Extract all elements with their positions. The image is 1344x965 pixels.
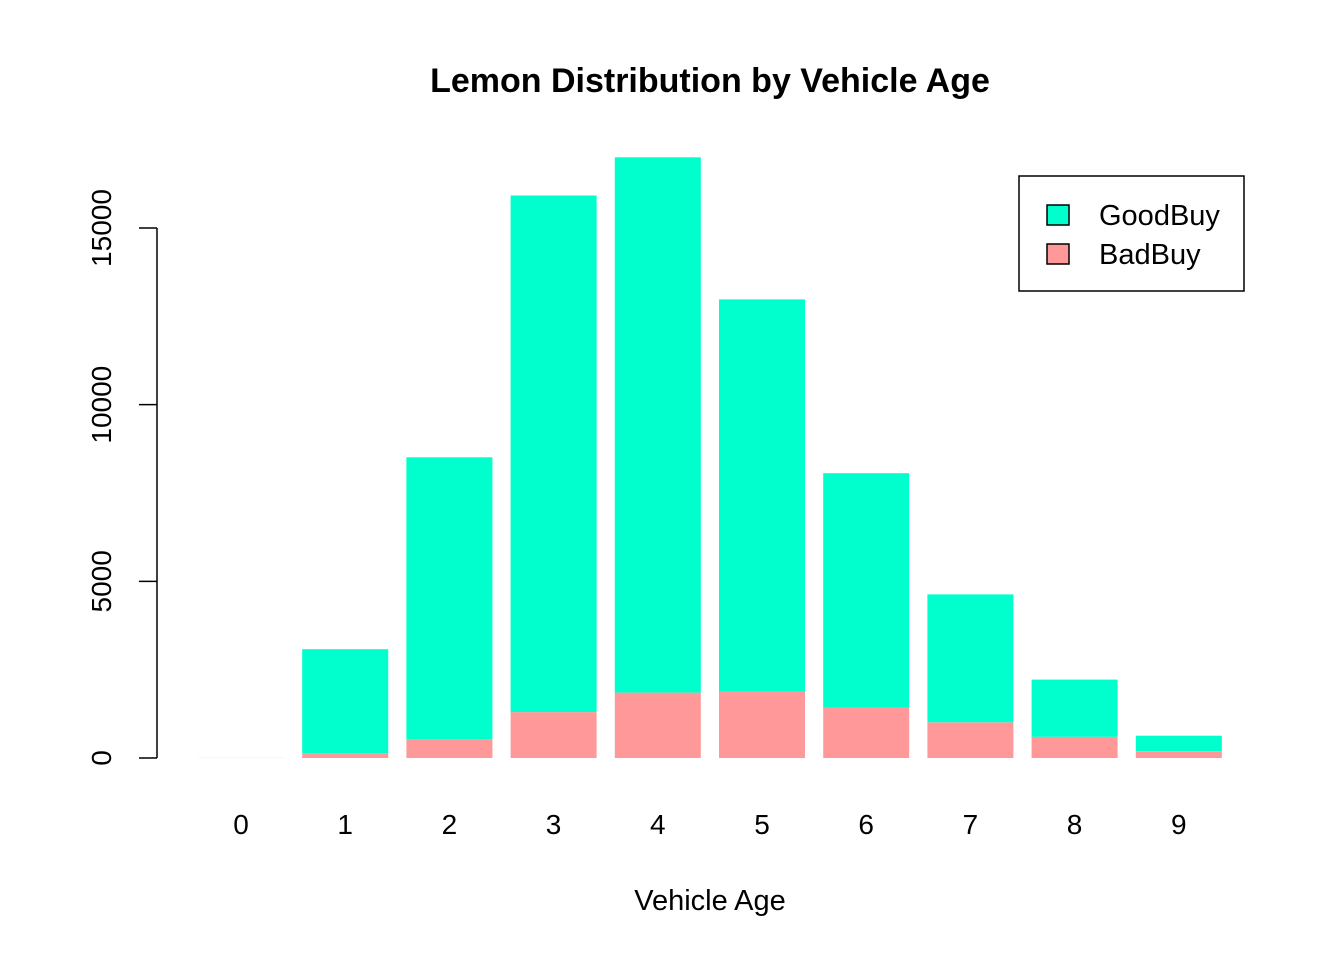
bar-goodbuy-5 <box>719 299 805 691</box>
bar-goodbuy-6 <box>823 473 909 708</box>
bar-goodbuy-2 <box>406 457 492 739</box>
bar-badbuy-3 <box>511 712 597 758</box>
bar-goodbuy-4 <box>615 157 701 692</box>
y-tick-label: 15000 <box>86 189 117 267</box>
legend-box <box>1019 176 1244 291</box>
x-tick-label: 8 <box>1067 809 1083 840</box>
bar-badbuy-9 <box>1136 751 1222 758</box>
x-tick-label: 9 <box>1171 809 1187 840</box>
y-axis: 0 5000 10000 15000 <box>86 189 157 766</box>
bar-badbuy-7 <box>927 722 1013 758</box>
bar-badbuy-5 <box>719 692 805 758</box>
legend-swatch-goodbuy <box>1047 205 1069 225</box>
x-tick-label: 6 <box>858 809 874 840</box>
bar-badbuy-6 <box>823 708 909 758</box>
x-tick-label: 4 <box>650 809 666 840</box>
bar-goodbuy-7 <box>927 594 1013 722</box>
x-tick-label: 1 <box>337 809 353 840</box>
x-tick-label: 0 <box>233 809 249 840</box>
bar-badbuy-8 <box>1032 737 1118 758</box>
bar-badbuy-2 <box>406 739 492 758</box>
bar-badbuy-4 <box>615 693 701 758</box>
legend-swatch-badbuy <box>1047 244 1069 264</box>
bar-goodbuy-8 <box>1032 680 1118 737</box>
x-axis-label: Vehicle Age <box>634 885 786 917</box>
x-tick-labels: 0 1 2 3 4 5 6 7 8 9 <box>233 809 1186 840</box>
y-tick-label: 10000 <box>86 366 117 444</box>
bar-badbuy-1 <box>302 753 388 758</box>
y-tick-label: 0 <box>86 750 117 766</box>
legend: GoodBuy BadBuy <box>1019 176 1244 291</box>
chart-title: Lemon Distribution by Vehicle Age <box>430 62 990 100</box>
x-tick-label: 2 <box>442 809 458 840</box>
bar-goodbuy-1 <box>302 649 388 753</box>
bar-goodbuy-3 <box>511 196 597 713</box>
x-tick-label: 3 <box>546 809 562 840</box>
x-tick-label: 5 <box>754 809 770 840</box>
x-tick-label: 7 <box>963 809 979 840</box>
bar-goodbuy-9 <box>1136 736 1222 752</box>
legend-label-badbuy: BadBuy <box>1099 239 1201 271</box>
legend-label-goodbuy: GoodBuy <box>1099 200 1220 232</box>
y-tick-label: 5000 <box>86 550 117 612</box>
